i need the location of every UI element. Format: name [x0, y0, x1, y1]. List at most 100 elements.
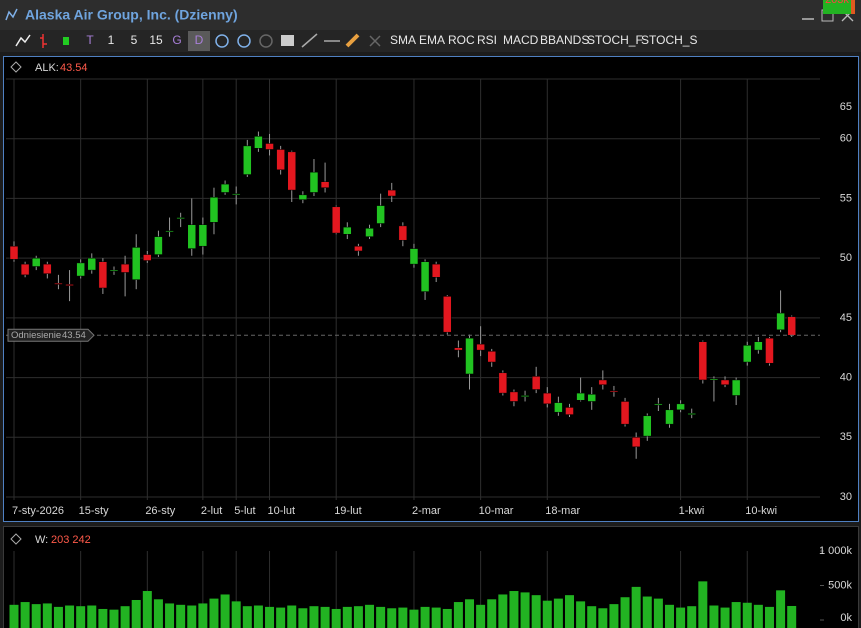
candle-body — [476, 343, 485, 351]
volume-bar — [620, 597, 630, 628]
candle-body — [220, 183, 230, 193]
volume-bar — [398, 607, 408, 628]
candle-body — [765, 337, 774, 364]
x-tick-label: 2-mar — [412, 505, 441, 517]
candle-body — [398, 225, 408, 241]
candle-body — [54, 282, 63, 285]
reference-value: 43.54 — [62, 330, 86, 341]
volume-bar — [342, 606, 352, 628]
volume-bar — [576, 601, 586, 628]
x-tick-label: 5-lut — [234, 505, 255, 517]
clear-button[interactable] — [369, 35, 381, 47]
volume-bar — [442, 608, 452, 628]
candle-body — [287, 151, 296, 191]
volume-bar — [231, 601, 241, 628]
candle-body — [554, 402, 563, 413]
candle-body — [9, 245, 19, 260]
trendline-button[interactable] — [301, 33, 318, 48]
volume-bar — [531, 595, 541, 628]
volume-tick-label: 0k — [840, 612, 852, 624]
volume-bar — [376, 606, 386, 628]
candle-body — [376, 205, 385, 224]
volume-bar — [220, 594, 230, 628]
volume-bar — [720, 607, 730, 628]
indicator-button[interactable]: RSI — [477, 33, 497, 47]
y-tick-label: 45 — [840, 312, 852, 324]
candle-body — [265, 143, 274, 150]
volume-bar — [287, 605, 297, 628]
indicator-button[interactable]: STOCH_F — [587, 33, 643, 47]
y-tick-label: 65 — [840, 101, 852, 113]
x-tick-label: 10-kwi — [745, 505, 777, 517]
last-volume-tag — [823, 0, 851, 14]
volume-bar — [176, 604, 186, 628]
volume-bar — [776, 590, 786, 628]
eraser-button[interactable] — [345, 33, 360, 48]
period-button[interactable]: 1 — [108, 33, 115, 47]
period-button[interactable]: T — [86, 33, 94, 47]
ohlc-button[interactable] — [40, 34, 47, 48]
candle-body — [609, 390, 619, 393]
volume-bar — [631, 586, 641, 628]
active-period — [188, 31, 210, 51]
x-tick-label: 10-mar — [479, 505, 514, 517]
volume-bar — [31, 604, 41, 628]
candle-body — [443, 296, 452, 333]
candle-body — [409, 248, 419, 265]
candle-body — [354, 245, 363, 252]
title-bar — [0, 0, 861, 30]
period-button[interactable]: D — [195, 33, 204, 47]
volume-bar — [20, 602, 30, 628]
price-pane — [3, 56, 859, 522]
period-button[interactable]: 5 — [131, 33, 138, 47]
candle-body — [698, 341, 708, 381]
volume-bar — [565, 595, 574, 628]
volume-bar — [265, 606, 275, 628]
zoom-in-button[interactable] — [215, 34, 229, 48]
candle-button[interactable] — [63, 37, 69, 45]
candle-body — [154, 236, 163, 255]
volume-bar — [764, 606, 774, 628]
volume-bar — [709, 605, 719, 628]
candle-body — [465, 337, 474, 375]
volume-bar — [198, 603, 208, 628]
period-button[interactable]: G — [172, 33, 181, 47]
indicator-button[interactable]: STOCH_S — [641, 33, 697, 47]
zoom-out-button[interactable] — [237, 34, 251, 48]
candle-body — [543, 392, 552, 405]
pane-handle[interactable] — [10, 61, 22, 73]
volume-bar — [653, 598, 663, 628]
x-tick-label: 15-sty — [79, 505, 109, 517]
x-tick-label: 7-sty-2026 — [12, 505, 64, 517]
volume-bar — [742, 602, 752, 628]
volume-bar — [65, 605, 75, 628]
indicator-button[interactable]: SMA — [390, 33, 416, 47]
pane-handle[interactable] — [10, 533, 22, 545]
reset-zoom-button[interactable] — [259, 34, 273, 48]
indicator-button[interactable]: MACD — [503, 33, 539, 47]
volume-bar — [165, 603, 175, 628]
y-tick-label: 55 — [840, 192, 852, 204]
indicator-button[interactable]: EMA — [419, 33, 445, 47]
candle-body — [520, 395, 530, 397]
indicator-button[interactable]: ROC — [448, 33, 475, 47]
volume-bar — [409, 609, 419, 628]
period-button[interactable]: 15 — [149, 33, 163, 47]
candle-body — [387, 189, 396, 197]
volume-bar — [542, 600, 552, 628]
candle-body — [576, 392, 585, 401]
candle-body — [676, 403, 685, 411]
indicator-button[interactable]: BBANDS — [540, 33, 589, 47]
volume-bar — [98, 608, 108, 628]
print-button[interactable] — [281, 35, 294, 46]
legend-label: ALK: — [35, 62, 59, 74]
volume-bar — [320, 606, 330, 628]
candle-body — [709, 378, 719, 381]
volume-bar — [787, 605, 797, 628]
volume-bar — [553, 598, 563, 628]
volume-bar — [387, 608, 397, 628]
volume-bar — [598, 608, 608, 628]
line-chart-button[interactable] — [15, 34, 31, 47]
candle-body — [231, 193, 241, 196]
